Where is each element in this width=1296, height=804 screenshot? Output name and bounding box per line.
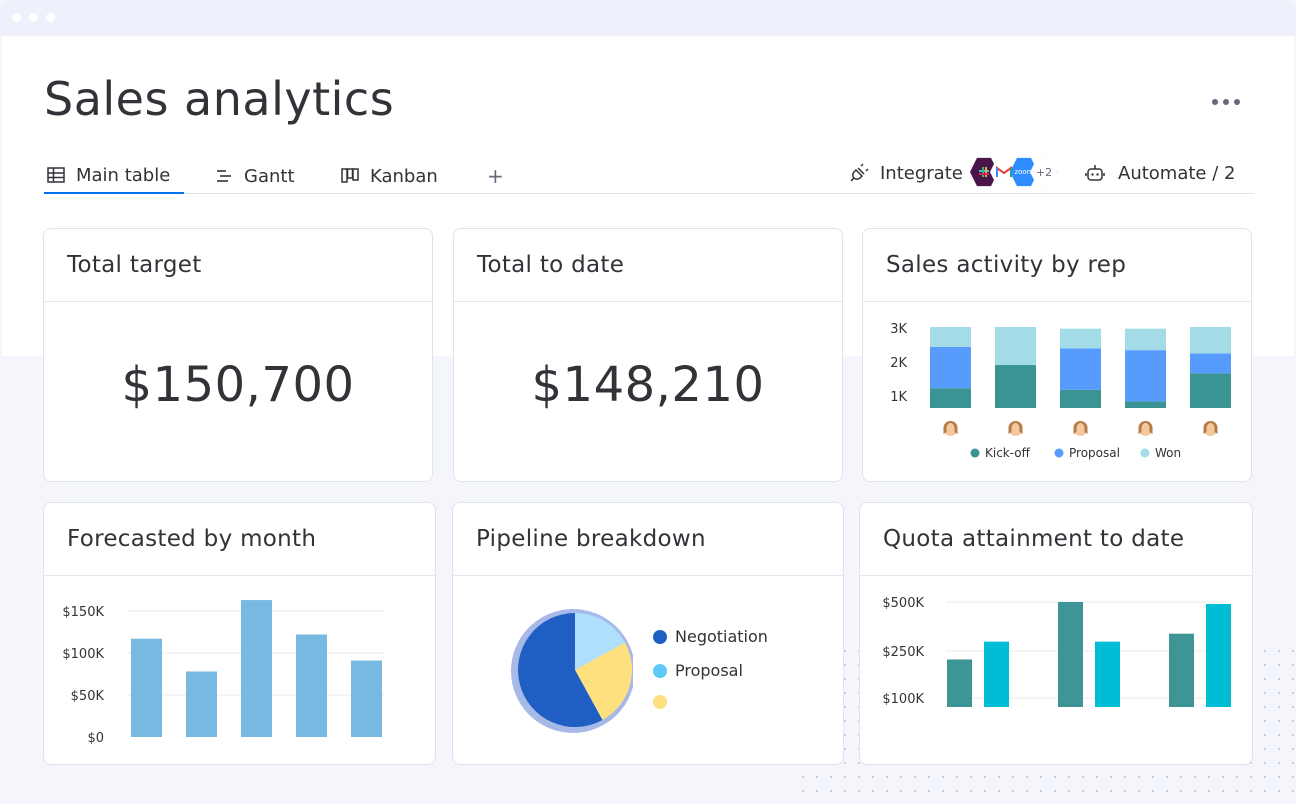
automate-label: Automate / 2 <box>1118 162 1236 184</box>
rep-avatar-hair <box>943 421 958 434</box>
quota-bar <box>1058 602 1083 707</box>
table-icon <box>47 167 65 183</box>
tab-kanban[interactable]: Kanban <box>340 158 438 194</box>
rep-avatar-hair <box>1008 421 1023 434</box>
card-title: Quota attainment to date <box>860 503 1252 576</box>
add-view-button[interactable]: + <box>487 164 504 188</box>
forecast-chart: $0 $50K $100K $150K <box>62 600 384 746</box>
more-options-icon[interactable] <box>1212 92 1252 112</box>
pipeline-card[interactable]: Pipeline breakdown Negotiation Proposal <box>452 502 844 765</box>
y-tick-label: 1K <box>890 390 907 405</box>
stacked-bar-segment <box>1125 401 1166 408</box>
tab-gantt[interactable]: Gantt <box>214 158 295 194</box>
legend-label: Proposal <box>1069 446 1120 460</box>
stacked-bar-segment <box>995 327 1036 366</box>
total-to-date-card[interactable]: Total to date $148,210 <box>453 228 843 482</box>
total-target-card[interactable]: Total target $150,700 <box>43 228 433 482</box>
stacked-bar-segment <box>1190 327 1231 354</box>
tab-label: Kanban <box>370 165 438 187</box>
y-tick-label: $500K <box>882 596 924 611</box>
rep-avatar-hair <box>1203 421 1218 434</box>
forecast-card[interactable]: Forecasted by month $0 $50K $100K $150K <box>43 502 436 765</box>
quota-chart: $100K $250K $500K <box>882 596 1231 707</box>
quota-bar <box>947 659 972 707</box>
legend-third <box>653 695 675 709</box>
kanban-icon <box>341 168 359 183</box>
y-tick-label: $250K <box>882 645 924 660</box>
legend-dot <box>1054 448 1064 458</box>
y-tick-label: $100K <box>62 647 104 662</box>
window-titlebar <box>0 0 1296 36</box>
integrate-label: Integrate <box>880 162 963 184</box>
quota-card[interactable]: Quota attainment to date $100K $250K $500K <box>859 502 1253 765</box>
y-tick-label: $150K <box>62 605 104 620</box>
page-title: Sales analytics <box>44 72 395 126</box>
window-dot <box>12 13 21 22</box>
legend-label: Won <box>1155 446 1181 460</box>
window-dot <box>29 13 38 22</box>
legend-negotiation: Negotiation <box>653 627 768 646</box>
quota-bar <box>1169 633 1194 707</box>
forecast-bar <box>131 638 162 737</box>
card-title: Sales activity by rep <box>863 229 1251 302</box>
y-tick-label: 3K <box>890 322 907 337</box>
stacked-bar-segment <box>995 365 1036 408</box>
tab-label: Gantt <box>244 165 295 187</box>
forecast-bar <box>296 634 327 737</box>
tab-main-table[interactable]: Main table <box>44 158 184 194</box>
total-to-date-value: $148,210 <box>531 357 765 413</box>
y-tick-label: 2K <box>890 356 907 371</box>
forecast-bar <box>186 671 217 737</box>
stacked-bar-segment <box>930 388 971 408</box>
stacked-bar-segment <box>1125 328 1166 351</box>
tab-label: Main table <box>76 164 171 186</box>
stacked-bar-segment <box>930 346 971 389</box>
automate-button[interactable]: Automate / 2 <box>1084 158 1235 188</box>
zoom-label: zoom <box>1014 168 1034 176</box>
pipeline-chart <box>511 609 633 733</box>
stacked-bar-segment <box>1125 350 1166 402</box>
view-tabs: Main table Gantt Kanban + Integrate zoom… <box>44 152 1254 194</box>
integrate-button[interactable]: Integrate <box>848 158 963 188</box>
forecast-bar <box>241 600 272 737</box>
plug-icon <box>850 163 869 182</box>
stacked-bar-segment <box>1060 328 1101 349</box>
sales-activity-card[interactable]: Sales activity by rep 1K 2K 3K Kick-off Prop… <box>862 228 1252 482</box>
y-tick-label: $50K <box>71 689 105 704</box>
y-tick-label: $100K <box>882 692 924 707</box>
stacked-bar-segment <box>1060 389 1101 408</box>
pie-slice <box>575 613 625 670</box>
legend-dot <box>970 448 980 458</box>
total-target-value: $150,700 <box>121 357 355 413</box>
integration-apps[interactable]: zoom +2 <box>970 157 1070 189</box>
rep-avatar-hair <box>1138 421 1153 434</box>
stacked-bar-segment <box>1190 373 1231 408</box>
stacked-bar-segment <box>1060 348 1101 390</box>
forecast-bar <box>351 660 382 737</box>
y-tick-label: $0 <box>87 731 104 746</box>
more-integrations-badge: +2 <box>1030 157 1058 187</box>
card-title: Total to date <box>454 229 842 302</box>
card-title: Forecasted by month <box>44 503 435 576</box>
quota-bar <box>1095 641 1120 707</box>
sales-activity-chart: 1K 2K 3K Kick-off Proposal Won <box>890 322 1231 460</box>
card-title: Pipeline breakdown <box>453 503 843 576</box>
legend-proposal: Proposal <box>653 661 743 680</box>
quota-bar <box>1206 603 1231 707</box>
robot-icon <box>1085 165 1105 181</box>
window-dot <box>46 13 55 22</box>
card-title: Total target <box>44 229 432 302</box>
rep-avatar-hair <box>1073 421 1088 434</box>
pie-slice <box>518 613 603 727</box>
quota-bar <box>984 641 1009 707</box>
stacked-bar-segment <box>1190 353 1231 374</box>
pie-slice <box>575 642 632 720</box>
legend-label: Proposal <box>675 661 743 680</box>
gantt-icon <box>217 170 231 182</box>
legend-dot <box>1140 448 1150 458</box>
stacked-bar-segment <box>930 327 971 347</box>
legend-label: Kick-off <box>985 446 1031 460</box>
legend-label: Negotiation <box>675 627 768 646</box>
